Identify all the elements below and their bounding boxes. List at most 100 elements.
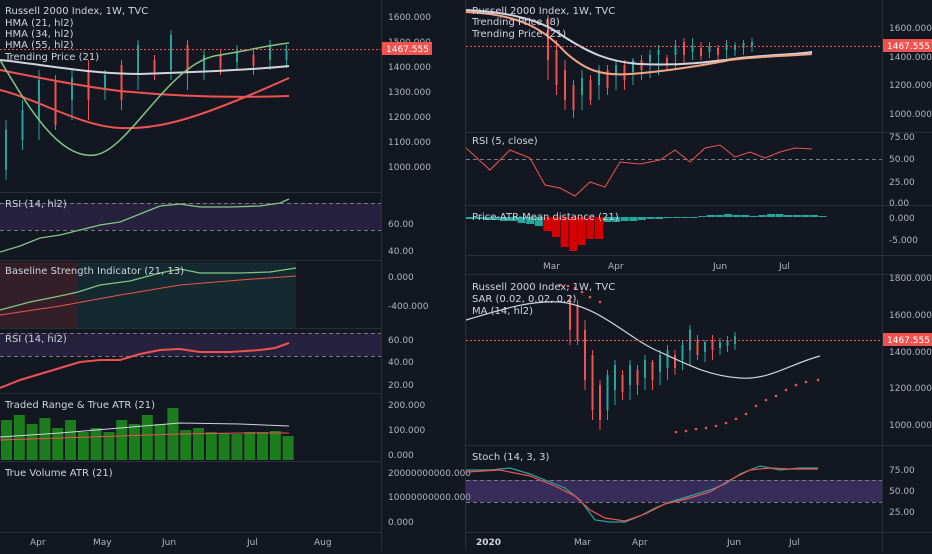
y-tick: 75.00 bbox=[889, 466, 915, 476]
candle-body bbox=[564, 70, 566, 100]
y-tick: 100.000 bbox=[388, 426, 425, 436]
right-top-main-pane[interactable]: Russell 2000 Index, 1W, TVC Trending Pri… bbox=[466, 6, 932, 120]
x-tick: Jul bbox=[778, 262, 790, 272]
right-bottom-frame bbox=[466, 445, 932, 533]
candle-body bbox=[285, 50, 288, 60]
sar-dot bbox=[558, 283, 562, 287]
candle-body bbox=[598, 70, 600, 85]
left-rsi2-legend: RSI (14, hl2) bbox=[5, 334, 67, 345]
left-rsi2-pane[interactable]: RSI (14, hl2) 60.00 40.00 20.00 bbox=[0, 333, 414, 391]
x-tick: Mar bbox=[543, 262, 560, 272]
histogram-bar bbox=[698, 216, 707, 217]
atr-bar bbox=[116, 420, 128, 460]
sar-dot bbox=[573, 286, 577, 290]
rt-legend-title: Russell 2000 Index, 1W, TVC bbox=[472, 6, 615, 17]
sar-dot bbox=[744, 412, 748, 416]
candle-body bbox=[606, 375, 609, 410]
sar-dot bbox=[774, 394, 778, 398]
candle-body bbox=[726, 340, 729, 346]
histogram-bar bbox=[810, 215, 818, 217]
y-tick: 1400.000 bbox=[889, 348, 932, 358]
right-bottom-stoch-pane[interactable]: Stoch (14, 3, 3) 75.00 50.00 25.00 bbox=[466, 452, 915, 523]
candle-body bbox=[719, 342, 721, 348]
sar-dot bbox=[694, 427, 698, 431]
atr-bar bbox=[282, 436, 294, 460]
x-tick: Jul bbox=[788, 538, 800, 548]
left-atr-pane[interactable]: Traded Range & True ATR (21) 200.000 100… bbox=[0, 400, 425, 461]
sar-dot bbox=[588, 295, 592, 299]
left-legend-title: Russell 2000 Index, 1W, TVC bbox=[5, 6, 148, 17]
candle-body bbox=[599, 385, 601, 420]
histogram-bar bbox=[724, 214, 732, 217]
x-tick: Jun bbox=[161, 538, 176, 548]
right-bottom-main-pane[interactable]: Russell 2000 Index, 1W, TVC SAR (0.02, 0… bbox=[466, 274, 932, 434]
rsi5-line bbox=[466, 144, 813, 197]
y-tick: 1100.000 bbox=[388, 138, 431, 148]
candle-body bbox=[623, 65, 626, 80]
left-main-pane[interactable]: Russell 2000 Index, 1W, TVC HMA (21, hl2… bbox=[0, 6, 432, 180]
left-legend-hma34: HMA (34, hl2) bbox=[5, 29, 74, 40]
histogram-bar bbox=[784, 215, 793, 217]
histogram-bar bbox=[749, 216, 758, 217]
left-legend-hma55: HMA (55, hl2) bbox=[5, 40, 74, 51]
right-top-candles bbox=[547, 15, 753, 118]
histogram-bar bbox=[491, 217, 500, 220]
atr-bar bbox=[231, 434, 243, 460]
atr-mean-line bbox=[0, 432, 289, 441]
sar-dot bbox=[566, 284, 570, 288]
sar-dot bbox=[724, 421, 728, 425]
candle-body bbox=[252, 55, 255, 66]
atr-bar bbox=[77, 432, 89, 460]
right-top-rsi-pane[interactable]: RSI (5, close) 75.00 50.00 25.00 0.00 bbox=[466, 133, 915, 209]
rb-legend-ma: MA (14, hl2) bbox=[472, 306, 533, 317]
candle-body bbox=[691, 45, 694, 52]
histogram-bar bbox=[620, 217, 629, 221]
right-top-atr-mean-pane[interactable]: Price-ATR-Mean distance (21) 0.000 -5.00… bbox=[466, 212, 918, 251]
candle-body bbox=[696, 340, 699, 355]
rsi-line bbox=[0, 198, 290, 253]
candle-body bbox=[203, 55, 205, 70]
baseline-line bbox=[0, 267, 297, 311]
histogram-bar bbox=[638, 217, 646, 220]
rb-stoch-legend: Stoch (14, 3, 3) bbox=[472, 452, 549, 463]
last-price-label: 1467.555 bbox=[386, 45, 429, 55]
right-top-time-axis: Mar Apr Jun Jul bbox=[543, 262, 790, 272]
histogram-bar bbox=[681, 217, 689, 218]
left-baseline-pane[interactable]: Baseline Strength Indicator (21, 13) 0.0… bbox=[0, 262, 429, 328]
stoch-d-line bbox=[466, 467, 818, 522]
sar-dot bbox=[794, 383, 798, 387]
histogram-bar bbox=[672, 217, 681, 218]
y-tick: 40.00 bbox=[388, 358, 414, 368]
candle-body bbox=[674, 355, 676, 368]
x-tick: Jun bbox=[726, 538, 741, 548]
left-legend-hma21: HMA (21, hl2) bbox=[5, 18, 74, 29]
candle-body bbox=[621, 375, 624, 392]
atr-bar bbox=[180, 430, 192, 460]
y-tick: 1600.000 bbox=[388, 13, 431, 23]
sar-dot bbox=[804, 380, 808, 384]
left-time-axis: Apr May Jun Jul Aug bbox=[30, 538, 332, 548]
rb-legend-title: Russell 2000 Index, 1W, TVC bbox=[472, 282, 615, 293]
rt-atr-legend: Price-ATR-Mean distance (21) bbox=[472, 212, 619, 223]
histogram-bar bbox=[595, 217, 603, 239]
rb-legend-sar: SAR (0.02, 0.02, 0.2) bbox=[472, 294, 577, 305]
candle-body bbox=[681, 345, 684, 360]
y-tick: 1400.000 bbox=[889, 53, 932, 63]
y-tick: 1000.000 bbox=[889, 110, 932, 120]
histogram-bar bbox=[474, 217, 483, 219]
y-tick: 50.00 bbox=[889, 155, 915, 165]
y-tick: 1200.000 bbox=[388, 113, 431, 123]
y-tick: 10000000000.000 bbox=[388, 493, 471, 503]
x-tick: Jul bbox=[246, 538, 258, 548]
histogram-bar bbox=[526, 217, 535, 224]
y-tick: 75.00 bbox=[889, 133, 915, 143]
left-candles bbox=[5, 30, 288, 180]
histogram-bar bbox=[792, 215, 801, 217]
y-tick: 200.000 bbox=[388, 401, 425, 411]
hma-55-line bbox=[0, 69, 290, 98]
stoch-band bbox=[466, 480, 882, 502]
left-volume-pane[interactable]: True Volume ATR (21) 20000000000.000 100… bbox=[4, 468, 471, 528]
sar-dot bbox=[684, 429, 688, 433]
left-rsi1-pane[interactable]: RSI (14, hl2) 60.00 40.00 60.00 bbox=[0, 194, 414, 257]
